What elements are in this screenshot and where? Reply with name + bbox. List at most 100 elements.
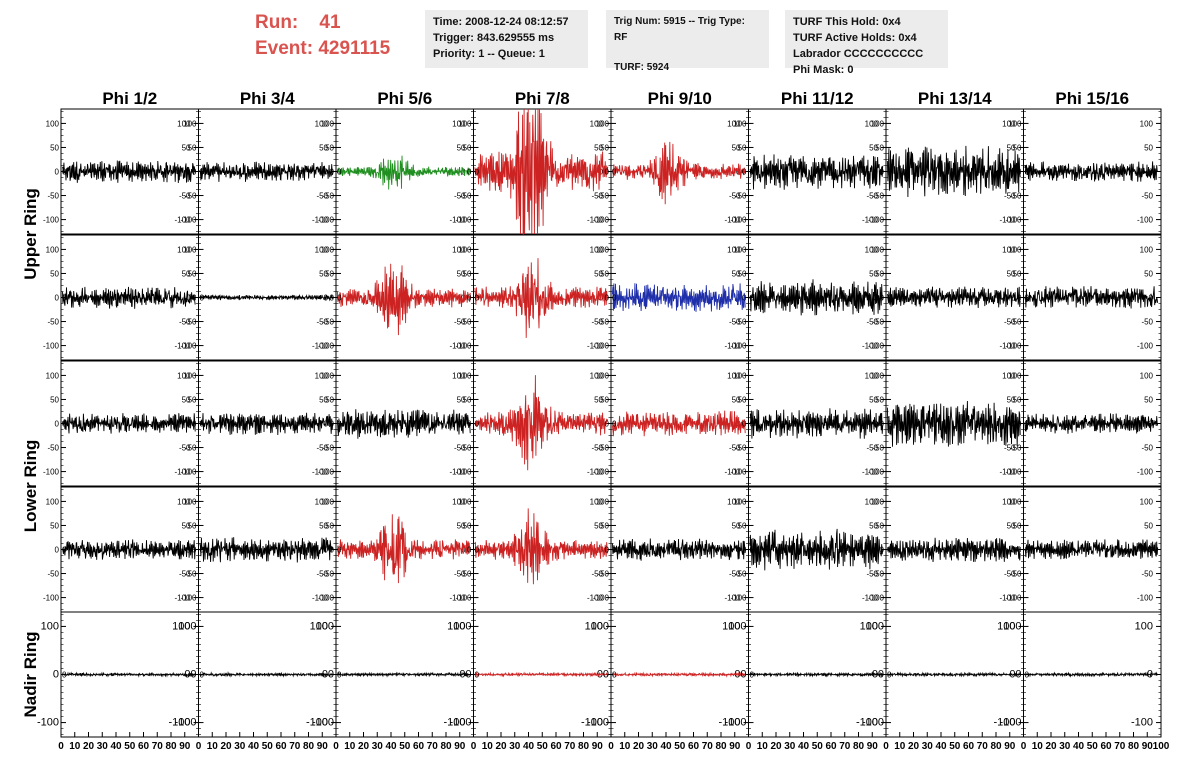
- column-header-8: Phi 15/16: [1055, 89, 1129, 108]
- ring-label-2: Lower Ring: [21, 440, 40, 533]
- x-tick-label: 100: [1153, 741, 1170, 752]
- y-tick-label-left: 50: [50, 521, 59, 530]
- waveform-r4-c3: [337, 514, 471, 584]
- y-tick-label-left: 100: [1008, 119, 1022, 128]
- y-tick-label-right: 50: [732, 521, 741, 530]
- y-tick-label-left: 50: [1013, 143, 1022, 152]
- zero-marker: 0: [887, 671, 892, 680]
- y-tick-label-left: -50: [597, 318, 609, 327]
- y-tick-label-left: -50: [185, 318, 197, 327]
- y-tick-label-right: -100: [449, 468, 466, 477]
- y-tick-label-left: 0: [1017, 168, 1022, 177]
- y-tick-label-right: 50: [594, 269, 603, 278]
- y-tick-label-right: -100: [999, 468, 1016, 477]
- x-tick-label: 30: [234, 741, 246, 752]
- y-tick-label-right: 50: [182, 521, 191, 530]
- waveform-r2-c5: [611, 283, 746, 312]
- y-tick-label-left: 50: [463, 521, 472, 530]
- y-tick-label-right: 50: [594, 143, 603, 152]
- y-tick-label-left: 0: [330, 168, 335, 177]
- x-tick-label: 50: [537, 741, 549, 752]
- x-tick-label: 70: [977, 741, 989, 752]
- y-tick-label-right: -50: [316, 192, 328, 201]
- ring-label-3: Nadir Ring: [21, 632, 40, 718]
- y-tick-label-left: 100: [321, 371, 335, 380]
- waveform-r4-c7: [886, 537, 1021, 563]
- y-tick-label-right: 100: [590, 245, 604, 254]
- y-tick-label-left: -100: [868, 342, 885, 351]
- y-tick-label-left: 100: [178, 620, 196, 632]
- y-tick-label-left: -100: [593, 216, 610, 225]
- y-tick-label-right: -100: [999, 342, 1016, 351]
- y-tick-label-right: -100: [312, 468, 329, 477]
- x-tick-label: 70: [1114, 741, 1126, 752]
- y-tick-label-left: 50: [600, 143, 609, 152]
- x-tick-label: 50: [1087, 741, 1099, 752]
- zero-marker: 0: [337, 420, 342, 429]
- x-tick-label: 40: [523, 741, 535, 752]
- y-tick-label-left: 0: [192, 168, 197, 177]
- y-tick-label-left: 100: [596, 371, 610, 380]
- y-tick-label-left: -100: [999, 717, 1021, 729]
- y-tick-label-right: -100: [1131, 717, 1153, 729]
- y-tick-label-right: -100: [718, 717, 740, 729]
- y-tick-label-right: 50: [1007, 143, 1016, 152]
- x-tick-label: 0: [608, 741, 614, 752]
- y-tick-label-left: -100: [318, 342, 335, 351]
- y-tick-label-left: -50: [872, 444, 884, 453]
- y-tick-label-left: -100: [862, 717, 884, 729]
- y-tick-label-right: -50: [1141, 570, 1153, 579]
- y-tick-label-right: 50: [594, 395, 603, 404]
- x-tick-label: 20: [633, 741, 645, 752]
- y-tick-label-right: 50: [1144, 395, 1153, 404]
- phi-mask-text: Phi Mask: 0: [793, 64, 854, 76]
- waveform-r3-c8: [1024, 413, 1159, 434]
- x-tick-label: 60: [688, 741, 700, 752]
- y-tick-label-right: -50: [591, 444, 603, 453]
- y-tick-label-left: -50: [1010, 192, 1022, 201]
- y-tick-label-left: -100: [587, 717, 609, 729]
- y-tick-label-right: -50: [866, 570, 878, 579]
- y-tick-label-left: 100: [46, 497, 60, 506]
- y-tick-label-left: 50: [188, 395, 197, 404]
- y-tick-label-left: 50: [1013, 269, 1022, 278]
- x-tick-label: 40: [798, 741, 810, 752]
- zero-marker: 0: [887, 546, 892, 555]
- waveform-r2-c2: [199, 293, 334, 302]
- waveform-r1-c7: [886, 145, 1021, 198]
- y-tick-label-left: 0: [880, 546, 885, 555]
- x-tick-label: 40: [935, 741, 947, 752]
- y-tick-label-left: 0: [1017, 294, 1022, 303]
- x-tick-label: 60: [413, 741, 425, 752]
- y-tick-label-left: 100: [871, 497, 885, 506]
- y-tick-label-right: -50: [1141, 192, 1153, 201]
- y-tick-label-left: 100: [316, 620, 334, 632]
- x-tick-label: 40: [1073, 741, 1085, 752]
- x-tick-label: 20: [908, 741, 920, 752]
- y-tick-label-left: -100: [593, 468, 610, 477]
- y-tick-label-left: -100: [730, 342, 747, 351]
- y-tick-label-left: 0: [467, 168, 472, 177]
- x-tick-label: 30: [372, 741, 384, 752]
- x-tick-label: 40: [385, 741, 397, 752]
- y-tick-label-left: 100: [871, 245, 885, 254]
- y-tick-label-left: 0: [330, 294, 335, 303]
- x-tick-label: 20: [220, 741, 232, 752]
- x-tick-label: 60: [550, 741, 562, 752]
- y-tick-label-left: 100: [321, 119, 335, 128]
- y-tick-label-left: 100: [46, 119, 60, 128]
- y-tick-label-left: 0: [192, 294, 197, 303]
- x-tick-label: 80: [440, 741, 452, 752]
- y-tick-label-right: 50: [869, 521, 878, 530]
- y-tick-label-right: 50: [869, 395, 878, 404]
- y-tick-label-left: -50: [872, 570, 884, 579]
- y-tick-label-left: 100: [458, 497, 472, 506]
- y-tick-label-left: -100: [455, 468, 472, 477]
- y-tick-label-left: -100: [180, 594, 197, 603]
- x-tick-label: 20: [358, 741, 370, 752]
- x-tick-label: 0: [883, 741, 889, 752]
- y-tick-label-left: 100: [733, 119, 747, 128]
- x-tick-label: 30: [97, 741, 109, 752]
- x-tick-label: 60: [825, 741, 837, 752]
- waveform-r5-c8: [1024, 671, 1158, 678]
